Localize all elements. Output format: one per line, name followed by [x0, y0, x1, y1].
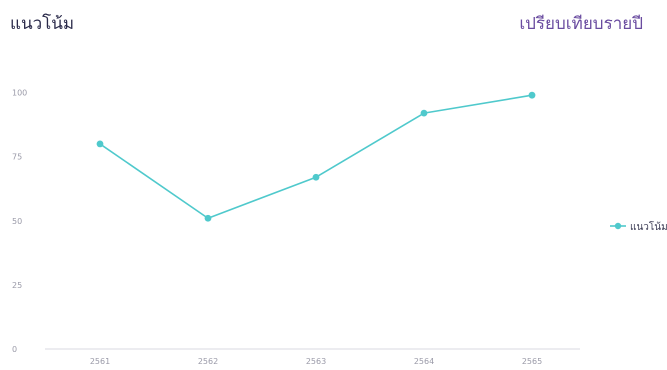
chart-title: แนวโน้ม [10, 14, 75, 34]
data-point [312, 173, 320, 181]
series-line [99, 94, 533, 220]
y-tick-label: 75 [12, 153, 22, 162]
x-tick-label: 2564 [414, 357, 434, 366]
series-layer [96, 91, 536, 222]
data-point [528, 91, 536, 99]
legend-swatch-marker [614, 222, 622, 230]
y-tick-label: 50 [12, 217, 22, 226]
legend-label: แนวโน้ม [630, 220, 667, 233]
data-point [420, 109, 428, 117]
y-tick-label: 100 [12, 89, 27, 98]
y-tick-label: 25 [12, 281, 22, 290]
x-tick-label: 2562 [198, 357, 218, 366]
chart-subtitle: เปรียบเทียบรายปี [519, 14, 643, 34]
y-tick-label: 0 [12, 345, 17, 354]
legend[interactable]: แนวโน้ม [610, 220, 667, 233]
data-point [204, 214, 212, 222]
x-axis-ticks: 2561 2562 2563 2564 2565 [90, 357, 542, 366]
y-axis-ticks: 0 25 50 75 100 [12, 89, 27, 354]
x-tick-label: 2561 [90, 357, 110, 366]
x-tick-label: 2565 [522, 357, 542, 366]
x-tick-label: 2563 [306, 357, 326, 366]
data-point [96, 140, 104, 148]
